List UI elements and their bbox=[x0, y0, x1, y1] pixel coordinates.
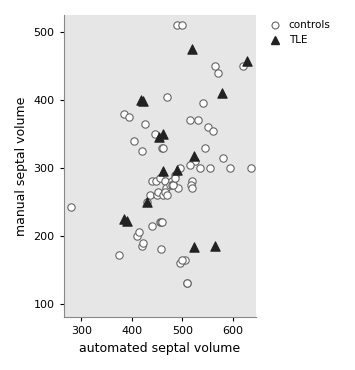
Point bbox=[160, 131, 166, 137]
Point bbox=[177, 165, 183, 171]
Point bbox=[121, 216, 127, 222]
Point bbox=[156, 134, 162, 140]
Point bbox=[172, 172, 178, 178]
Point bbox=[159, 219, 165, 225]
Point bbox=[140, 240, 146, 246]
Point bbox=[116, 252, 122, 258]
Point bbox=[160, 145, 166, 151]
Point bbox=[157, 219, 163, 225]
Point bbox=[192, 158, 198, 164]
Point bbox=[215, 70, 220, 76]
Point bbox=[157, 175, 163, 181]
Point bbox=[172, 175, 178, 181]
Point bbox=[142, 121, 147, 127]
Point bbox=[195, 117, 200, 123]
Point bbox=[164, 192, 170, 198]
Point bbox=[182, 257, 188, 263]
Point bbox=[69, 204, 74, 210]
Point bbox=[207, 165, 213, 171]
Point bbox=[177, 260, 183, 266]
Point bbox=[137, 229, 142, 235]
Point bbox=[202, 145, 208, 151]
Point bbox=[126, 114, 132, 120]
Point bbox=[132, 138, 137, 144]
Point bbox=[175, 185, 181, 191]
Point bbox=[175, 167, 180, 173]
Point bbox=[212, 63, 218, 69]
Point bbox=[205, 124, 211, 130]
Point bbox=[149, 223, 155, 229]
Point bbox=[219, 90, 225, 96]
Point bbox=[155, 189, 161, 195]
Point bbox=[169, 179, 175, 185]
Point bbox=[158, 219, 164, 225]
Point bbox=[220, 155, 226, 161]
Point bbox=[180, 22, 185, 28]
Point bbox=[162, 189, 168, 195]
Point bbox=[240, 63, 246, 69]
Point bbox=[144, 199, 150, 205]
Point bbox=[167, 182, 173, 188]
Point bbox=[164, 94, 170, 100]
Point bbox=[163, 185, 169, 191]
Point bbox=[169, 182, 175, 188]
Point bbox=[152, 131, 158, 137]
Point bbox=[121, 111, 127, 117]
Point bbox=[244, 58, 250, 64]
Point bbox=[190, 185, 195, 191]
Point bbox=[124, 218, 130, 224]
Point bbox=[191, 245, 197, 250]
Point bbox=[180, 257, 185, 263]
Point bbox=[197, 165, 203, 171]
Point bbox=[170, 182, 176, 188]
Point bbox=[139, 243, 145, 249]
Point bbox=[134, 233, 140, 239]
Point bbox=[158, 246, 164, 252]
Point bbox=[187, 162, 193, 168]
Point bbox=[248, 165, 253, 171]
Point bbox=[200, 100, 206, 106]
Point bbox=[160, 192, 166, 198]
Y-axis label: manual septal volume: manual septal volume bbox=[15, 97, 28, 236]
Point bbox=[170, 181, 176, 186]
Point bbox=[147, 192, 152, 198]
Point bbox=[190, 46, 195, 52]
Point bbox=[175, 22, 180, 28]
Point bbox=[139, 148, 145, 154]
Point bbox=[187, 117, 193, 123]
Point bbox=[212, 243, 218, 249]
X-axis label: automated septal volume: automated septal volume bbox=[79, 342, 240, 355]
Point bbox=[189, 182, 194, 188]
Point bbox=[191, 153, 197, 159]
Point bbox=[228, 165, 233, 171]
Point bbox=[185, 280, 190, 286]
Point bbox=[138, 97, 144, 103]
Point bbox=[190, 179, 195, 185]
Point bbox=[140, 98, 146, 104]
Point bbox=[210, 128, 215, 134]
Point bbox=[162, 179, 168, 185]
Point bbox=[153, 179, 159, 185]
Point bbox=[185, 280, 190, 286]
Point bbox=[154, 192, 160, 198]
Point bbox=[149, 179, 155, 185]
Point bbox=[160, 168, 166, 174]
Legend: controls, TLE: controls, TLE bbox=[264, 20, 331, 46]
Point bbox=[144, 199, 150, 205]
Point bbox=[159, 145, 165, 151]
